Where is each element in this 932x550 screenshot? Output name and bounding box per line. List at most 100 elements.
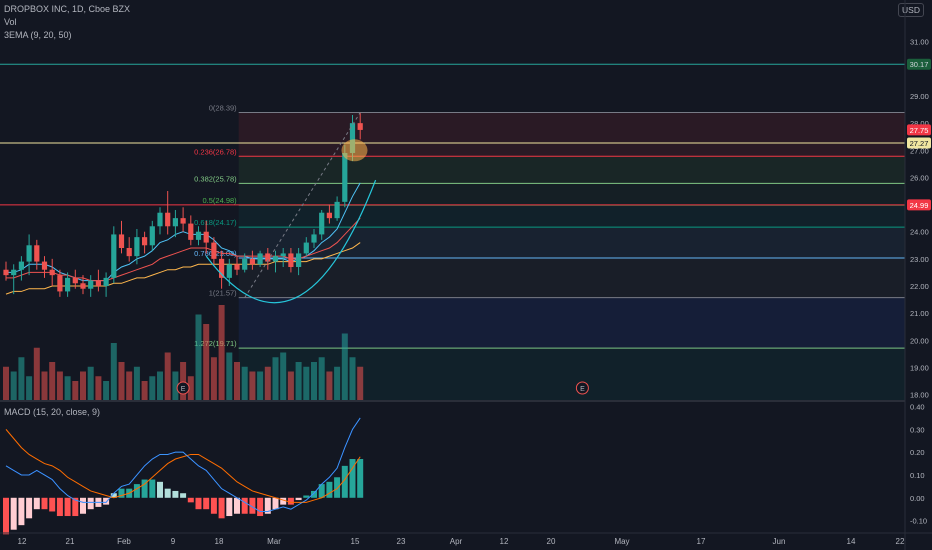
macd-histogram-bar [241, 497, 248, 514]
symbol-legend[interactable]: DROPBOX INC, 1D, Cboe BZX [4, 4, 131, 14]
fib-level-label: 0.5(24.98) [202, 196, 237, 205]
fib-zone [238, 227, 905, 259]
volume-bar [10, 371, 17, 400]
candle-body [172, 218, 178, 227]
volume-bar [72, 381, 79, 400]
candle-body [234, 264, 240, 270]
candle-body [57, 275, 63, 292]
macd-histogram-bar [157, 481, 163, 498]
fib-zone [238, 258, 905, 298]
volume-bar [280, 352, 287, 400]
currency-label[interactable]: USD [898, 3, 924, 17]
arc-drawing [205, 179, 377, 304]
drawings[interactable] [205, 112, 377, 304]
candle-body [272, 256, 279, 262]
time-axis[interactable]: 12 21 Feb 9 18 Mar 15 23 Apr 12 20 May 17 Jun 14 22 [18, 537, 905, 546]
candle-body [126, 248, 132, 257]
macd-histogram-bar [303, 495, 310, 498]
macd-histogram-bar [210, 497, 217, 514]
volume-bar [126, 371, 133, 400]
macd-tick: -0.10 [910, 517, 927, 526]
volume-bar [149, 376, 156, 400]
candle-body [265, 253, 271, 262]
earnings-marker [176, 381, 190, 395]
time-tick: 12 [500, 537, 509, 546]
fib-trend-line [244, 112, 361, 298]
macd-tick: 0.00 [910, 494, 925, 503]
candle-body [103, 277, 109, 286]
candle-body [326, 212, 332, 219]
volume-bar [226, 352, 233, 400]
candle-body [26, 245, 32, 262]
macd-histogram-bar [164, 488, 171, 498]
candle-body [242, 258, 248, 270]
volume-bar [357, 366, 364, 400]
fib-zone [238, 297, 905, 349]
macd-histogram-bar [218, 497, 225, 519]
macd-histogram-bar [195, 497, 202, 510]
candle-body [280, 253, 286, 257]
time-tick: 14 [847, 537, 856, 546]
price-tick: 19.00 [910, 363, 929, 372]
earnings-label: E [181, 386, 186, 393]
candle-body [188, 223, 194, 240]
volume-bar [264, 366, 271, 400]
candle-body [34, 245, 40, 262]
volume-bar [341, 333, 348, 400]
price-badge-label: 30.17 [910, 60, 929, 69]
macd-histogram-bar [318, 484, 325, 498]
macd-tick: 0.40 [910, 403, 925, 412]
time-tick: 22 [896, 537, 905, 546]
candle-body [219, 258, 225, 278]
candle-body [11, 269, 17, 276]
price-badge-label: 27.75 [910, 126, 929, 135]
fib-retracement[interactable]: 0(28.39) 0.236(26.78) 0.382(25.78) 0.5(24.9… [194, 104, 905, 400]
macd-signal-line [5, 429, 361, 503]
macd-histogram-bar [80, 497, 86, 514]
ema-legend[interactable]: 3EMA (9, 20, 50) [4, 30, 72, 40]
volume-bar [33, 347, 40, 400]
macd-histogram-bar [180, 493, 187, 498]
volume-bar [295, 362, 302, 400]
fib-level-label: 0.618(24.17) [194, 218, 237, 227]
price-tick: 27.00 [910, 146, 929, 155]
volume-bar [203, 324, 210, 400]
volume-bar [26, 376, 33, 400]
candle-body [149, 226, 155, 246]
macd-histogram-bar [249, 497, 256, 514]
candle-body [3, 269, 9, 276]
candle-body [80, 283, 86, 289]
volume-bar [164, 352, 171, 400]
macd-legend[interactable]: MACD (15, 20, close, 9) [4, 407, 101, 417]
candle-body [257, 253, 263, 265]
time-tick: 15 [351, 537, 360, 546]
time-tick: 9 [171, 537, 176, 546]
volume-bar [287, 371, 294, 400]
candle-body [157, 212, 163, 227]
volume-legend[interactable]: Vol [4, 17, 17, 27]
macd-histogram-bar [56, 497, 63, 517]
macd-histogram-bar [18, 497, 25, 526]
price-tick: 29.00 [910, 92, 929, 101]
macd-histogram-bar [26, 497, 33, 519]
macd-tick: 0.10 [910, 471, 925, 480]
macd-histogram-bar [64, 497, 71, 517]
fib-zone [238, 183, 905, 206]
macd-histogram-bar [10, 497, 17, 530]
macd-tick: 0.30 [910, 425, 925, 434]
fib-zone [238, 156, 905, 184]
volume-bar [133, 366, 140, 400]
candle-body [165, 212, 171, 227]
volume-bar [118, 362, 125, 400]
volume-bar [334, 366, 341, 400]
macd-histogram-bar [41, 497, 48, 510]
macd-histogram-bar [280, 497, 287, 505]
price-tick: 18.00 [910, 391, 929, 400]
candle-body [311, 234, 317, 243]
macd-histogram-bar [264, 497, 271, 514]
volume-bars [3, 305, 364, 400]
horizontal-lines[interactable] [0, 63, 905, 206]
